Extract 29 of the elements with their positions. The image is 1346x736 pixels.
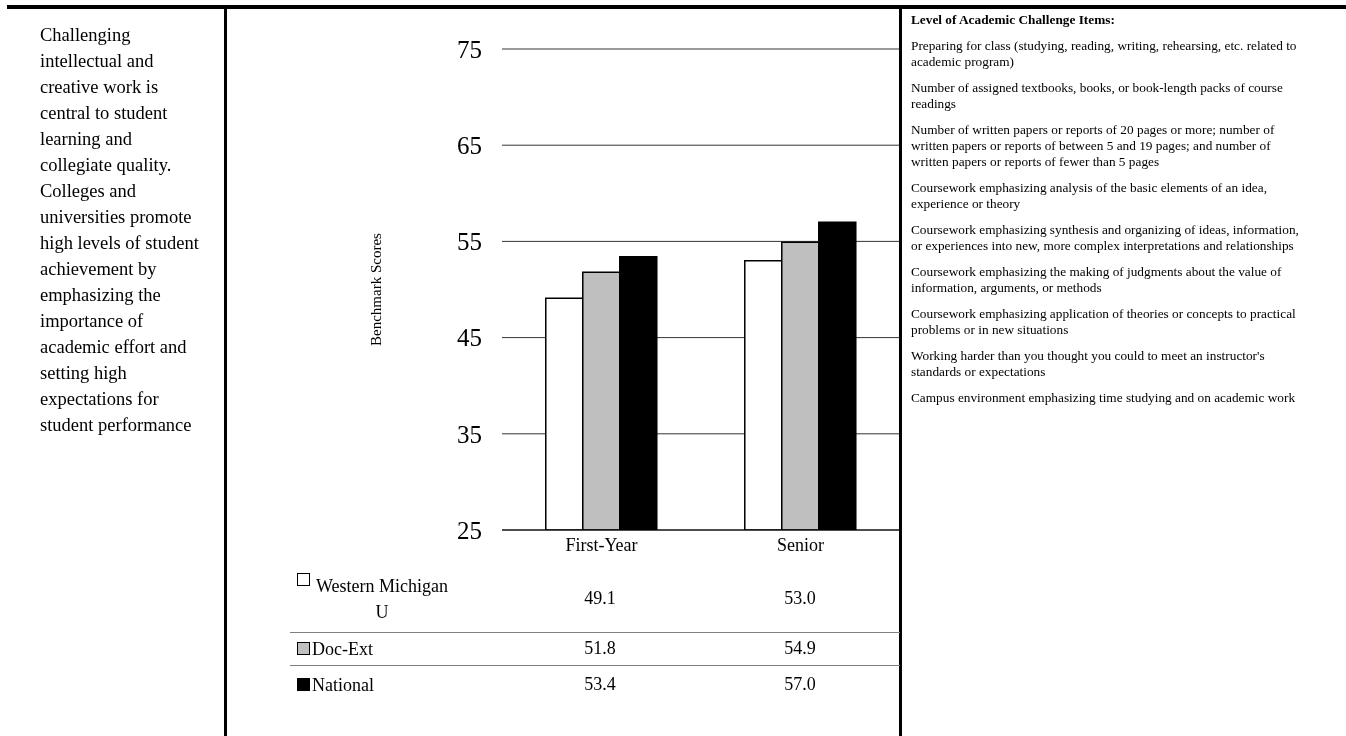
- legend-label: Doc-Ext: [312, 637, 373, 661]
- text: Coursework emphasizing the making of judgments about the value of information, arguments, or methods: [911, 264, 1283, 296]
- data-label: 51.8: [583, 637, 617, 660]
- text: Coursework emphasizing application of theories or concepts to practical problems or in new situations: [911, 306, 1297, 338]
- text: Coursework emphasizing analysis of the basic elements of an idea, experience or theory: [911, 180, 1268, 212]
- text: Campus environment emphasizing time studying and on academic work: [911, 390, 1297, 406]
- text: Level of Academic Challenge Items:: [911, 12, 1116, 28]
- data-label: 53.0: [783, 587, 817, 610]
- data-label: 53.4: [583, 673, 617, 696]
- text: Preparing for class (studying, reading, writing, rehearsing, etc. related to academic program): [911, 38, 1298, 70]
- y-axis-title: Benchmark Scores: [368, 232, 385, 346]
- text: Number of written papers or reports of 20 pages or more; number of written papers or reports of between 5 and 19 pages; and number of written papers or reports of fewer than 5 pages: [911, 122, 1276, 170]
- y-tick-label: 75: [457, 35, 482, 63]
- data-label: 49.1: [583, 587, 617, 610]
- text: Working harder than you thought you could to meet an instructor's standards or expectations: [911, 348, 1266, 380]
- legend-label: National: [312, 673, 374, 697]
- y-tick-label: 45: [457, 324, 482, 352]
- y-tick-label: 65: [457, 132, 482, 160]
- text: Number of assigned textbooks, books, or book-length packs of course readings: [911, 80, 1284, 112]
- data-label: 54.9: [783, 637, 817, 660]
- text: Challenging intellectual and creative work is central to student learning and collegiate quality. Colleges and universities promote high levels of student achievement by emphasizing the importance of academic effort and setting high expectations for student performance: [40, 25, 199, 435]
- x-tick-label: First-Year: [565, 534, 638, 555]
- x-tick-label: Senior: [777, 534, 824, 555]
- y-tick-label: 25: [457, 516, 482, 544]
- text: Coursework emphasizing synthesis and organizing of ideas, information, or experiences into new, more complex interpretations and relationships: [911, 222, 1300, 254]
- y-tick-label: 55: [457, 228, 482, 256]
- legend-label: Western Michigan U: [315, 574, 449, 624]
- data-label: 57.0: [783, 673, 817, 696]
- y-tick-label: 35: [457, 420, 482, 448]
